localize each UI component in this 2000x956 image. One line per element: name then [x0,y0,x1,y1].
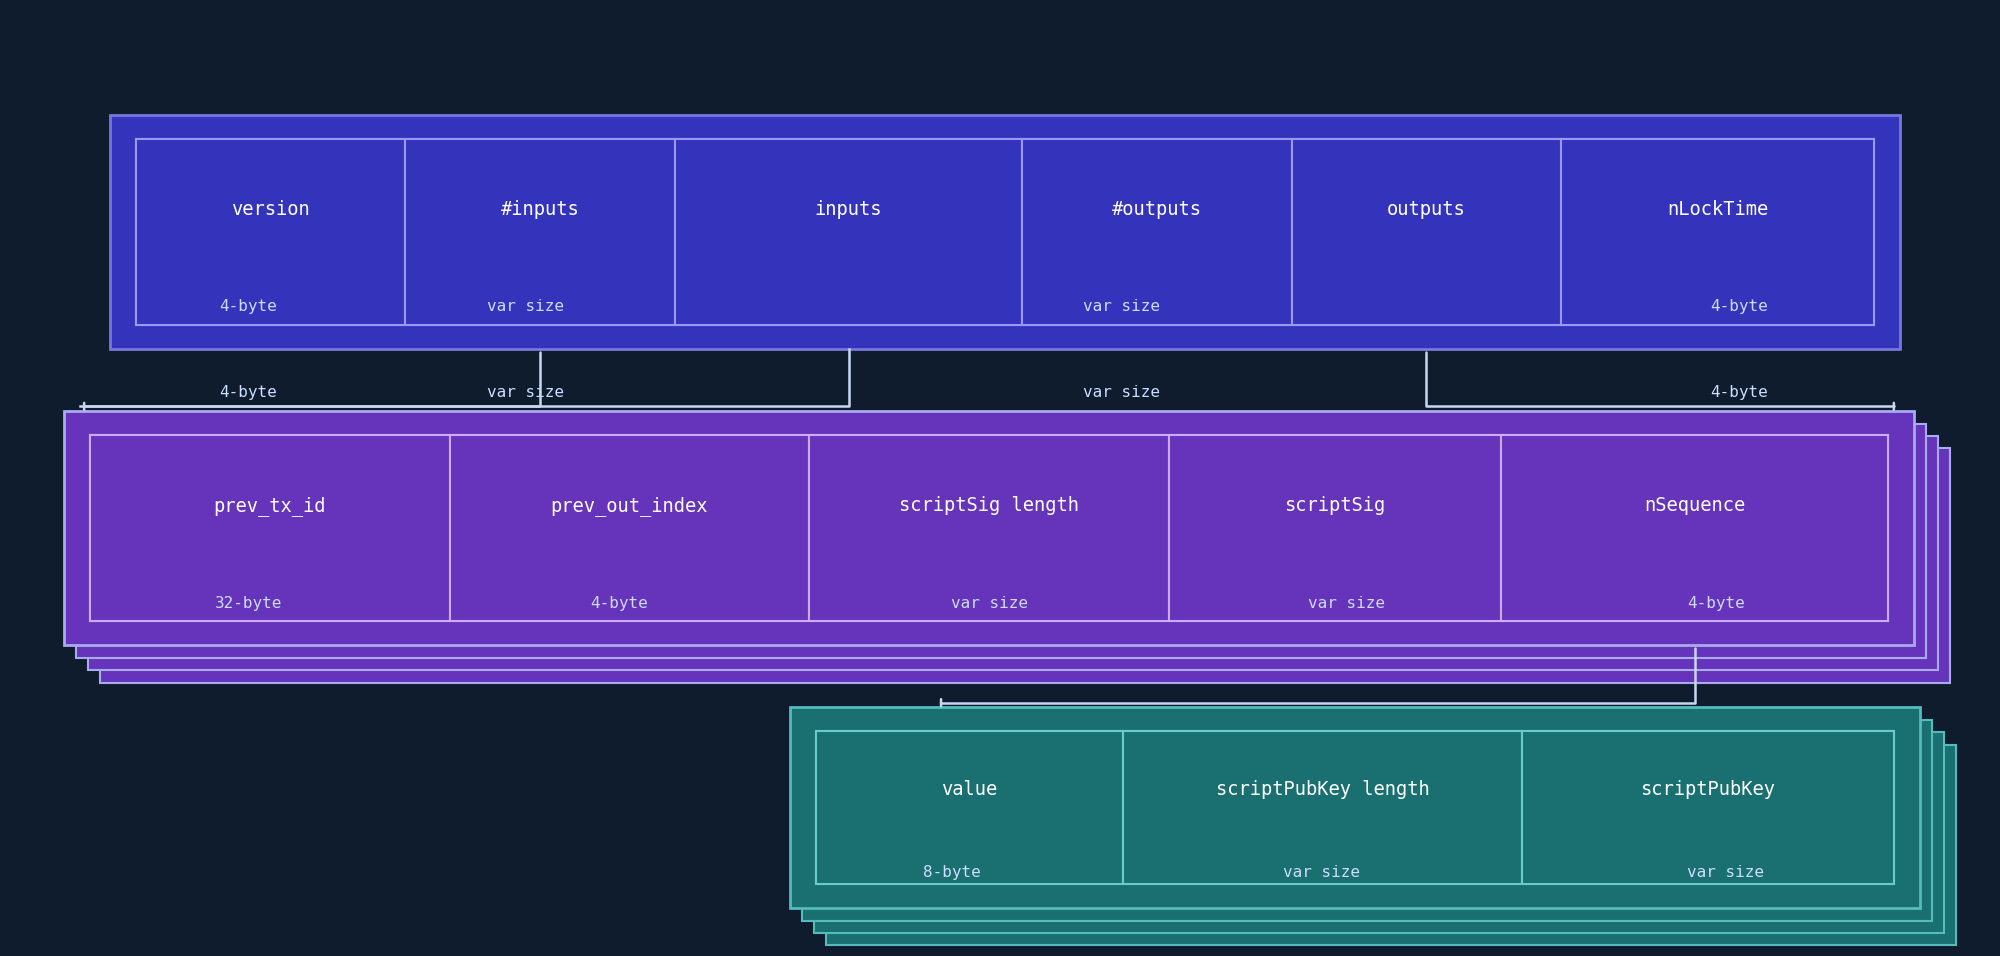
Text: var size: var size [1308,596,1384,611]
Bar [76,424,1926,658]
Text: #outputs: #outputs [1112,200,1202,219]
Text: #inputs: #inputs [500,200,580,219]
Text: version: version [232,200,310,219]
Text: scriptPubKey: scriptPubKey [1640,780,1776,799]
Text: prev_tx_id: prev_tx_id [214,496,326,516]
Text: scriptSig: scriptSig [1284,496,1386,515]
Bar [1124,731,1522,884]
Text: scriptPubKey length: scriptPubKey length [1216,780,1430,799]
Bar [810,435,1168,621]
Text: var size: var size [1082,299,1160,315]
Bar [1022,139,1292,325]
Text: var size: var size [486,385,564,401]
Bar [1502,435,1888,621]
Bar [816,731,1124,884]
Bar [450,435,810,621]
Text: inputs: inputs [814,200,882,219]
Text: nLockTime: nLockTime [1666,200,1768,219]
Bar [1522,731,1894,884]
Bar [64,411,1914,645]
Bar [674,139,1022,325]
Bar [90,435,450,621]
Text: 4-byte: 4-byte [1710,385,1768,401]
Text: var size: var size [486,299,564,315]
Text: 4-byte: 4-byte [590,596,648,611]
Text: nSequence: nSequence [1644,496,1746,515]
Bar [88,436,1938,670]
Bar [136,139,406,325]
Text: 32-byte: 32-byte [216,596,282,611]
Text: scriptSig length: scriptSig length [900,496,1080,515]
Bar [90,435,1888,621]
Text: outputs: outputs [1388,200,1466,219]
Text: var size: var size [950,596,1028,611]
Text: 8-byte: 8-byte [922,864,980,880]
Text: var size: var size [1082,385,1160,401]
Text: var size: var size [1282,864,1360,880]
Bar [826,745,1956,945]
Bar [816,731,1894,884]
Text: 4-byte: 4-byte [1688,596,1744,611]
Bar [1292,139,1562,325]
Text: 4-byte: 4-byte [218,385,276,401]
Text: prev_out_index: prev_out_index [550,496,708,516]
Bar [136,139,1874,325]
Text: var size: var size [1688,864,1764,880]
Text: value: value [942,780,998,799]
Text: 4-byte: 4-byte [1710,299,1768,315]
Bar [100,448,1950,683]
Bar [110,115,1900,349]
Bar [790,707,1920,908]
Bar [1562,139,1874,325]
Bar [406,139,674,325]
Bar [802,720,1932,921]
Bar [814,732,1944,933]
Bar [1168,435,1502,621]
Text: 4-byte: 4-byte [218,299,276,315]
